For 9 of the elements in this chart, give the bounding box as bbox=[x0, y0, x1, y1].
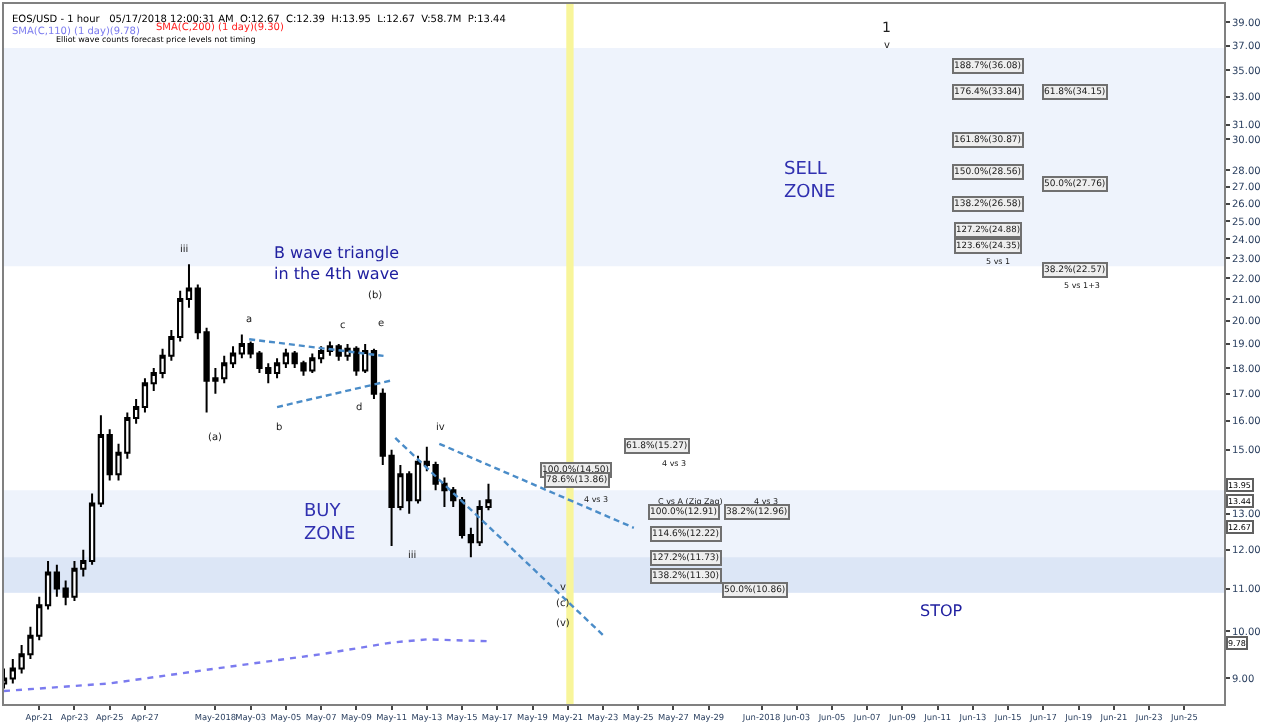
candlestick bbox=[317, 345, 325, 365]
band-label: SELL ZONE bbox=[784, 160, 836, 204]
annotation: STOP bbox=[920, 602, 963, 620]
annotation: B wave triangle in the 4th wave bbox=[274, 244, 400, 283]
line-series bbox=[4, 638, 490, 693]
candlestick bbox=[273, 357, 281, 380]
band-label: BUY ZONE bbox=[304, 502, 356, 546]
candlestick bbox=[300, 359, 307, 377]
candlestick bbox=[282, 347, 290, 370]
